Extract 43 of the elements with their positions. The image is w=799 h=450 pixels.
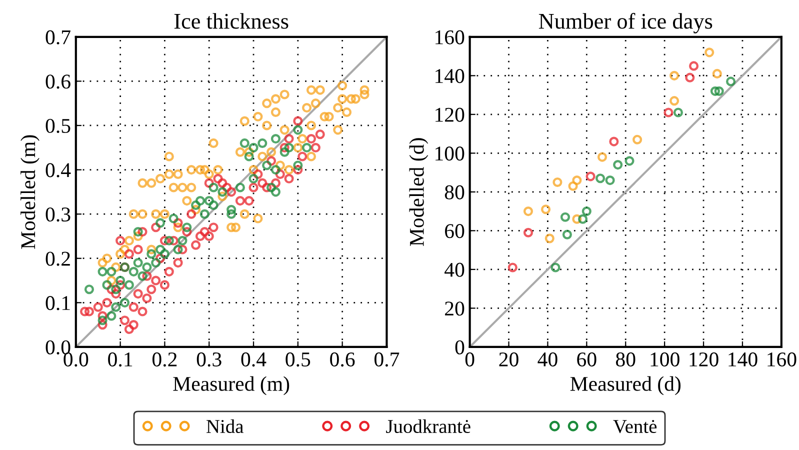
y-tick-label: 160 — [436, 30, 464, 44]
y-axis-title: Modelled (m) — [20, 135, 40, 249]
y-tick-label: 0.6 — [46, 74, 70, 89]
x-axis-title: Measured (d) — [570, 376, 681, 396]
y-axis-title: Modelled (d) — [409, 138, 428, 246]
x-tick-label: 0.5 — [286, 352, 310, 367]
y-tick-label: 0.0 — [46, 340, 70, 354]
y-tick-label: 40 — [444, 262, 464, 277]
chart-title: Ice thickness — [174, 13, 288, 29]
legend-label: Nida — [206, 419, 244, 434]
y-tick-label: 20 — [445, 302, 464, 316]
x-tick-label: 0.4 — [241, 352, 266, 367]
y-tick-label: 0.5 — [46, 118, 70, 134]
y-tick-label: 80 — [444, 185, 464, 200]
x-tick-label: 80 — [616, 352, 636, 366]
x-axis-title: Measured (m) — [173, 376, 290, 396]
legend-label: Ventė — [613, 420, 657, 434]
legend-label: Juodkrantė — [386, 419, 470, 434]
y-tick-label: 100 — [436, 146, 464, 161]
chart-title: Number of ice days — [538, 12, 712, 34]
x-tick-label: 160 — [768, 352, 796, 366]
x-tick-label: 40 — [538, 352, 558, 366]
x-tick-label: 0 — [465, 352, 474, 366]
x-tick-label: 60 — [577, 352, 596, 366]
y-tick-label: 0 — [455, 340, 464, 354]
x-tick-label: 0.2 — [152, 352, 177, 367]
y-tick-label: 120 — [436, 108, 464, 122]
x-tick-label: 0.6 — [330, 352, 355, 367]
y-tick-label: 0.2 — [46, 252, 70, 266]
y-tick-label: 140 — [436, 69, 464, 84]
y-tick-label: 0.3 — [46, 207, 70, 222]
x-tick-label: 0.3 — [196, 352, 222, 367]
x-tick-label: 0.7 — [374, 352, 400, 367]
x-tick-label: 100 — [650, 352, 680, 366]
x-tick-label: 120 — [690, 352, 718, 366]
y-tick-label: 60 — [445, 224, 464, 238]
x-tick-label: 0.1 — [108, 352, 132, 367]
x-tick-label: 20 — [499, 352, 518, 366]
y-tick-label: 0.4 — [46, 163, 71, 178]
y-tick-label: 0.1 — [46, 296, 70, 310]
x-tick-label: 0.0 — [64, 352, 88, 367]
x-tick-label: 140 — [728, 352, 758, 366]
y-tick-label: 0.7 — [46, 30, 70, 44]
